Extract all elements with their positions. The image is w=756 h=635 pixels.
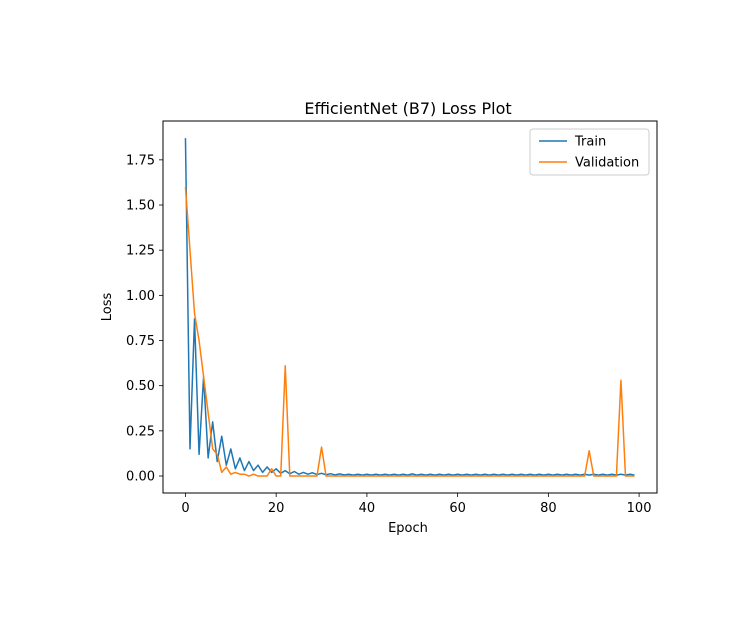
chart-title: EfficientNet (B7) Loss Plot xyxy=(304,99,511,118)
x-axis-label: Epoch xyxy=(388,521,428,536)
y-tick-label: 1.00 xyxy=(126,289,155,304)
x-tick-label: 100 xyxy=(627,501,652,516)
y-tick-label: 1.75 xyxy=(126,153,155,168)
y-tick-label: 0.75 xyxy=(126,334,155,349)
y-tick-label: 1.25 xyxy=(126,244,155,259)
y-tick-label: 0.50 xyxy=(126,379,155,394)
x-tick-label: 80 xyxy=(540,501,557,516)
x-tick-label: 0 xyxy=(181,501,189,516)
series-line-validation xyxy=(184,186,635,477)
plot-frame xyxy=(162,120,658,494)
series-line-train xyxy=(184,138,635,476)
y-tick-label: 0.00 xyxy=(126,470,155,485)
legend-train-label: Train xyxy=(574,135,606,150)
y-axis-label: Loss xyxy=(100,293,115,322)
y-tick-label: 1.50 xyxy=(126,199,155,214)
plot-lines xyxy=(184,138,635,477)
x-axis-ticks: 0 20 40 60 80 100 xyxy=(181,493,651,516)
legend: Train Validation xyxy=(529,128,650,176)
y-axis-ticks: 0.00 0.25 0.50 0.75 1.00 1.25 1.50 1.75 xyxy=(126,153,163,485)
x-tick-label: 60 xyxy=(449,501,466,516)
y-tick-label: 0.25 xyxy=(126,424,155,439)
x-tick-label: 40 xyxy=(359,501,376,516)
legend-validation-label: Validation xyxy=(575,156,639,171)
x-tick-label: 20 xyxy=(268,501,285,516)
